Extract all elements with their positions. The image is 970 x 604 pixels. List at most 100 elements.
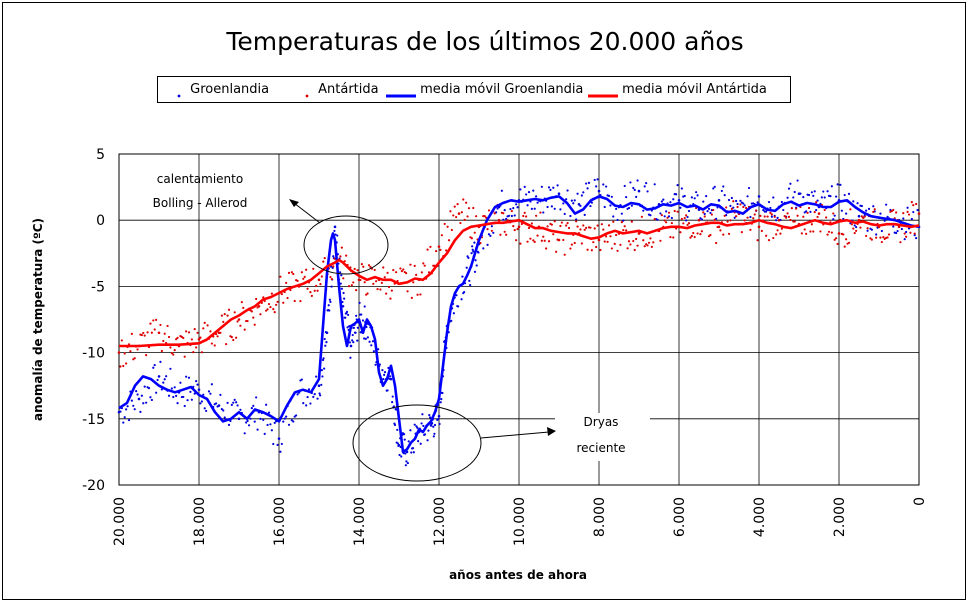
scatter-point [133,357,136,360]
scatter-point [727,198,731,202]
scatter-point [279,275,282,278]
scatter-point [350,284,353,287]
scatter-point [652,241,655,244]
scatter-point [909,231,912,234]
scatter-point [433,432,436,435]
scatter-point [406,461,409,465]
scatter-point [870,228,873,231]
scatter-point [739,203,742,206]
scatter-point [607,224,611,227]
scatter-point [411,447,415,450]
scatter-point [242,306,245,309]
scatter-point [215,402,218,405]
scatter-point [400,455,403,458]
scatter-point [262,418,265,421]
scatter-point [136,393,139,396]
scatter-point [792,196,795,199]
scatter-point [825,216,828,219]
scatter-point [646,190,649,193]
scatter-point [426,248,429,251]
scatter-point [645,182,648,185]
scatter-point [773,215,776,218]
scatter-point [795,207,798,210]
scatter-point [575,220,578,223]
scatter-point [565,224,568,227]
scatter-point [659,212,662,215]
scatter-point [167,335,171,339]
scatter-point [782,208,785,212]
scatter-point [835,237,838,240]
scatter-point [887,233,891,236]
scatter-point [565,198,568,201]
scatter-point [309,291,312,294]
scatter-point [267,302,271,306]
scatter-point [292,420,295,423]
legend-label-media-groenlandia: media móvil Groenlandia [420,82,584,97]
scatter-point [340,274,343,277]
scatter-point [847,192,851,195]
scatter-point [579,204,582,207]
scatter-point [236,404,239,407]
scatter-point [479,241,482,245]
scatter-point [323,367,326,370]
scatter-point [603,205,606,209]
scatter-point [895,231,898,235]
scatter-point [616,218,619,222]
scatter-point [619,243,622,246]
scatter-point [352,281,355,284]
scatter-point [552,233,555,236]
series-line [118,195,920,454]
scatter-point [374,363,377,366]
scatter-point [647,241,651,244]
scatter-point [669,201,672,204]
scatter-point [250,407,253,410]
scatter-point [263,432,266,435]
scatter-point [296,279,299,282]
scatter-point [146,331,149,334]
scatter-point [299,299,302,303]
scatter-point [585,226,588,229]
scatter-point [382,266,385,269]
scatter-point [907,213,911,216]
scatter-point [853,224,856,227]
x-tick-label: 8.000 [592,497,608,537]
scatter-point [902,211,905,215]
scatter-point [835,195,838,198]
scatter-point [367,264,371,267]
scatter-point [577,203,581,206]
scatter-point [626,247,629,250]
x-tick-label: 18.000 [192,497,208,546]
annotation-ellipse [303,215,389,275]
scatter-point [119,365,122,368]
scatter-point [569,214,572,218]
scatter-point [679,206,682,209]
scatter-point [249,417,252,420]
scatter-point [465,201,468,204]
x-axis-title: años antes de ahora [449,568,587,582]
scatter-point [522,214,525,218]
scatter-point [730,196,733,200]
scatter-point [319,394,322,397]
scatter-point [723,194,726,197]
scatter-point [892,225,895,228]
scatter-point [866,229,869,232]
scatter-point [873,208,876,211]
scatter-point [145,401,148,404]
scatter-point [372,282,375,285]
scatter-point [913,234,916,237]
scatter-point [632,239,635,243]
scatter-point [789,182,792,185]
scatter-point [733,216,736,219]
scatter-point [155,391,158,394]
scatter-point [896,229,899,233]
scatter-point [490,229,493,232]
scatter-point [629,243,632,246]
scatter-point [602,228,605,231]
scatter-point [562,238,565,242]
scatter-point [775,233,778,236]
scatter-point [220,314,223,317]
scatter-point [786,212,789,215]
scatter-point [632,186,635,190]
scatter-point [123,416,126,419]
scatter-point [812,194,815,197]
